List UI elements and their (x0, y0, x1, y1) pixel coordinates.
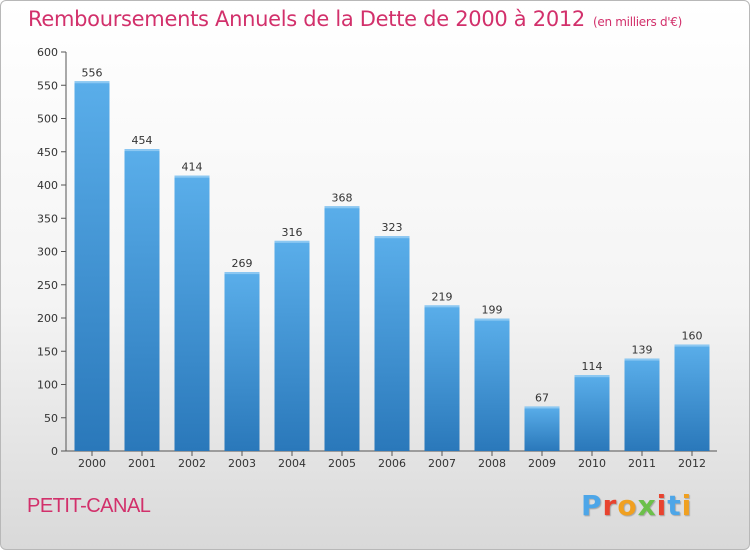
y-tick-label: 350 (37, 212, 58, 225)
bar-highlight (474, 318, 510, 321)
bar-value-label: 323 (382, 221, 403, 234)
chart-subtitle: (en milliers d'€) (593, 15, 683, 29)
location-name: PETIT-CANAL (27, 495, 151, 517)
proxiti-logo: Proxiti (581, 489, 692, 522)
bar-value-label: 316 (282, 226, 303, 239)
logo-letter: i (681, 489, 693, 522)
bar-highlight (124, 149, 160, 152)
bar-value-label: 139 (632, 344, 653, 357)
bar-value-label: 219 (432, 290, 453, 303)
y-tick-label: 0 (51, 445, 58, 458)
bar (274, 240, 310, 451)
bar-value-label: 67 (535, 391, 549, 404)
bar-highlight (224, 272, 260, 275)
x-tick-label: 2011 (628, 457, 656, 470)
bar (324, 206, 360, 451)
bar-value-label: 114 (582, 360, 603, 373)
x-tick-label: 2012 (678, 457, 706, 470)
bar (474, 318, 510, 451)
bar-value-label: 414 (182, 161, 203, 174)
bar-value-label: 160 (682, 330, 703, 343)
bar-highlight (574, 375, 610, 378)
y-tick-label: 250 (37, 279, 58, 292)
chart-title: Remboursements Annuels de la Dette de 20… (28, 7, 682, 31)
bar (174, 175, 210, 451)
x-tick-label: 2001 (128, 457, 156, 470)
x-tick-label: 2010 (578, 457, 606, 470)
x-tick-label: 2004 (278, 457, 306, 470)
x-tick-label: 2005 (328, 457, 356, 470)
bar-value-label: 556 (82, 66, 103, 79)
x-tick-label: 2000 (78, 457, 106, 470)
bar-value-label: 199 (482, 304, 503, 317)
bar-highlight (324, 206, 360, 209)
chart-axes: 0 50 100 150 200 250 300 350 400 450 500 550 600 2000… (37, 46, 717, 470)
bar (674, 344, 710, 451)
x-tick-label: 2002 (178, 457, 206, 470)
y-tick-label: 100 (37, 379, 58, 392)
y-tick-label: 300 (37, 246, 58, 259)
bar (624, 358, 660, 451)
bar (74, 81, 110, 451)
bar-value-label: 269 (232, 257, 253, 270)
x-tick-label: 2008 (478, 457, 506, 470)
x-tick-label: 2009 (528, 457, 556, 470)
bar-highlight (424, 305, 460, 308)
x-tick-label: 2007 (428, 457, 456, 470)
bar-highlight (274, 240, 310, 243)
bar-highlight (624, 358, 660, 361)
bar-highlight (674, 344, 710, 347)
chart-title-text: Remboursements Annuels de la Dette de 20… (28, 7, 585, 31)
y-tick-label: 150 (37, 345, 58, 358)
x-tick-label: 2003 (228, 457, 256, 470)
bar (124, 149, 160, 451)
bar (424, 305, 460, 451)
bar (224, 272, 260, 451)
y-tick-label: 600 (37, 46, 58, 59)
y-tick-label: 50 (44, 412, 58, 425)
bar-value-label: 368 (332, 191, 353, 204)
x-tick-label: 2006 (378, 457, 406, 470)
bar-value-label: 454 (132, 134, 153, 147)
bar (574, 375, 610, 451)
bar-highlight (374, 236, 410, 239)
bar-highlight (524, 406, 560, 409)
y-tick-label: 200 (37, 312, 58, 325)
logo-letter: x (637, 489, 657, 522)
y-tick-label: 500 (37, 113, 58, 126)
y-tick-label: 400 (37, 179, 58, 192)
logo-letter: P (581, 489, 603, 522)
bar-highlight (174, 175, 210, 178)
logo-letter: o (617, 489, 638, 522)
bar (374, 236, 410, 451)
bar (524, 406, 560, 451)
y-tick-label: 450 (37, 146, 58, 159)
logo-letter: t (667, 489, 682, 522)
chart-bars: 556 454 414 269 316 368 323 219 199 67 114 139 160 (74, 66, 710, 451)
bar-highlight (74, 81, 110, 84)
y-tick-label: 550 (37, 79, 58, 92)
logo-letter: r (602, 489, 618, 522)
logo-letter: i (656, 489, 668, 522)
